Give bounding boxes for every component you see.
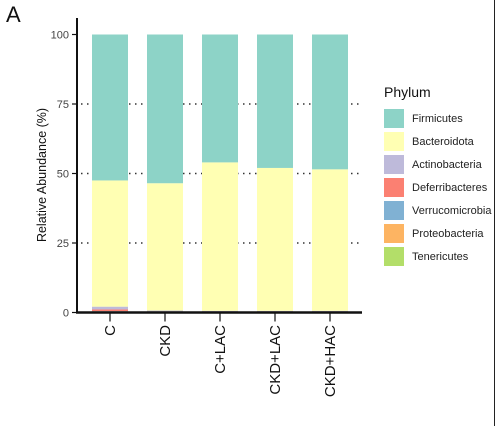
y-tick-label: 0	[63, 308, 69, 320]
y-tick-label: 50	[57, 169, 69, 181]
y-tick-label: 75	[57, 99, 69, 111]
y-tick-label: 25	[57, 238, 69, 250]
legend-swatch-deferribacteres	[384, 178, 404, 197]
bar-c-deferribacteres	[92, 309, 128, 312]
panel-label: A	[6, 2, 21, 27]
legend-label-actinobacteria: Actinobacteria	[412, 159, 483, 171]
axes-group: C CKD C+LAC CKD+LAC CKD+HAC 0 25 50 75 100	[51, 0, 495, 426]
bar-ckd-actinobacteria	[147, 310, 183, 312]
x-tick-label: CKD+LAC	[267, 325, 284, 395]
legend-swatch-proteobacteria	[384, 224, 404, 243]
bar-ckd-bacteroidota	[147, 183, 183, 311]
legend-swatch-bacteroidota	[384, 132, 404, 151]
legend: Phylum Firmicutes Bacteroidota Actinobacte…	[384, 84, 492, 266]
y-tick-label: 100	[51, 30, 69, 42]
legend-swatch-verrucomicrobia	[384, 201, 404, 220]
bar-ckd-lac-bacteroidota	[257, 167, 293, 311]
x-tick-label: CKD+HAC	[322, 325, 339, 397]
bar-ckd-hac-actinobacteria	[312, 310, 348, 312]
legend-swatch-tenericutes	[384, 247, 404, 266]
y-axis-title: Relative Abundance (%)	[35, 108, 49, 242]
bar-c-actinobacteria	[92, 306, 128, 310]
legend-label-verrucomicrobia: Verrucomicrobia	[412, 205, 492, 217]
bar-ckd-hac-firmicutes	[312, 34, 348, 170]
legend-swatch-firmicutes	[384, 109, 404, 128]
bar-c-bacteroidota	[92, 180, 128, 307]
legend-label-tenericutes: Tenericutes	[412, 251, 469, 263]
x-tick-label: C+LAC	[212, 325, 229, 374]
x-tick-label: CKD	[157, 325, 174, 357]
legend-label-deferribacteres: Deferribacteres	[412, 182, 488, 194]
legend-swatch-actinobacteria	[384, 155, 404, 174]
bar-c-lac-bacteroidota	[202, 162, 238, 311]
bar-c-firmicutes	[92, 34, 128, 181]
bar-ckd-lac-actinobacteria	[257, 310, 293, 312]
bar-ckd-lac-firmicutes	[257, 34, 293, 168]
legend-title: Phylum	[384, 84, 431, 100]
x-tick-label: C	[102, 325, 119, 336]
legend-label-proteobacteria: Proteobacteria	[412, 228, 484, 240]
bar-c-lac-firmicutes	[202, 34, 238, 163]
bar-c-lac-actinobacteria	[202, 310, 238, 312]
bars-group	[92, 34, 348, 313]
bar-ckd-hac-bacteroidota	[312, 169, 348, 311]
legend-label-firmicutes: Firmicutes	[412, 113, 463, 125]
legend-label-bacteroidota: Bacteroidota	[412, 136, 475, 148]
bar-ckd-firmicutes	[147, 34, 183, 184]
